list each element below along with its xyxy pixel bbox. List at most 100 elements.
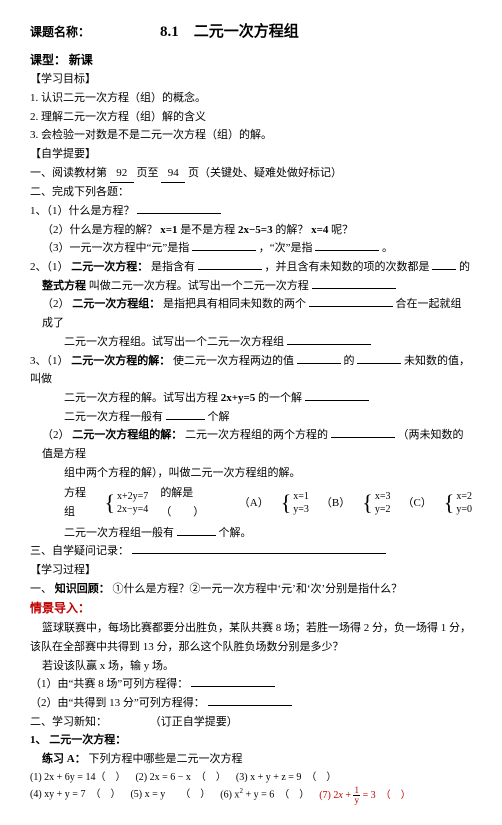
q1-2: （2）什么是方程的解？ x=1 是不是方程 2x−5=3 的解？ x=4 呢？ [30,221,472,240]
q3-1: 3、（1） 二元一次方程的解： 使二元一次方程两边的值 的 未知数的值，叫做 [30,352,472,389]
q1-3: （3）一元一次方程中“元”是指 ，“次”是指 。 [30,239,472,258]
ex-6: (6) x2 + y = 6 （ ） [220,786,309,805]
q2a-c: ，并且含有未知数的项的次数都是 [265,261,430,273]
p1: 篮球联赛中，每场比赛都要分出胜负，某队共赛 8 场；若胜一场得 2 分，负一场得… [30,619,472,638]
self-line-2: 二、完成下列各题： [30,183,472,202]
q3a-c: 的 [344,355,355,367]
q3a-b: 使二元一次方程两边的值 [173,355,294,367]
b1-a: 1、 [30,734,47,746]
blank-6 [312,288,396,289]
a-top: x=1 [293,490,309,503]
page-from: 92 [110,164,134,184]
q1-1: 1、（1）什么是方程？ [30,202,472,221]
q3a-g: 二元一次方程一般有 [64,411,163,423]
blank-10 [357,363,401,364]
main-title: 8.1 二元一次方程组 [160,20,299,46]
q2a-b: 是指含有 [151,261,195,273]
blank-9 [297,363,341,364]
ex-4: (4) xy + y = 7 （ ） [30,786,120,805]
q2a-e: 叫做二元一次方程。试写出一个二元一次方程 [89,280,309,292]
ex6-a: (6) x [220,789,239,800]
sx: 二、学习新知： （订正自学提要） [30,713,472,732]
eq-2xy5: 2x+y=5 [221,392,256,404]
exA-label: 练习 A： [42,753,86,765]
l3-text: 三、自学疑问记录： [30,545,129,557]
sx-b: （订正自学提要） [150,716,238,728]
q3a-a: 3、（1） [30,355,69,367]
blank-11 [305,400,369,401]
blank-13 [331,437,395,438]
q3-2: （2） 二元一次方程组的解： 二元一次方程组的两个方程的 （两未知数的值是方程 [30,426,472,463]
blank-2 [192,250,256,251]
page-to: 94 [161,164,185,184]
read-a: 一、阅读教材第 [30,167,107,179]
ex-2: (2) 2x = 6 − x （ ） [135,769,225,786]
q3b-bold: 二元一次方程组的解： [72,429,182,441]
q2-1b: 整式方程 叫做二元一次方程。试写出一个二元一次方程 [30,277,472,296]
blank-7 [309,306,393,307]
b1-b: 二元一次方程： [49,734,126,746]
q1c-c: 。 [382,242,393,254]
p3: 若设该队赢 x 场，输 y 场。 [30,657,472,676]
ex-5: (5) x = y （ ） [130,786,210,805]
blank-15 [191,686,275,687]
q3b-a: （2） [42,429,70,441]
q2a-bold: 二元一次方程： [71,261,148,273]
b-top: x=3 [375,490,391,503]
sys-top: x+2y=7 [117,490,148,503]
r1-b: ①什么是方程？②一元一次方程中‘元’和‘次’分别是指什么？ [113,583,403,595]
opt-mid: 的解是（ ） [160,484,226,521]
blank-4 [198,269,262,270]
exA: 练习 A： 下列方程中哪些是二元一次方程 [30,750,472,769]
b1: 1、 二元一次方程： [30,731,472,750]
system-main: { x+2y=7 2x−y=4 [104,490,148,516]
q2a-bold2: 整式方程 [42,280,86,292]
q3-1c: 二元一次方程一般有 个解 [30,408,472,427]
p4: （1）由“共赛 8 场”可列方程得： [30,675,472,694]
read-c: 页（关键处、疑难处做好标记） [188,167,342,179]
q2-1: 2、（1） 二元一次方程： 是指含有 ，并且含有未知数的项的次数都是 的 [30,258,472,277]
q2b-a: （2） [42,298,70,310]
proc-head: 【学习过程】 [30,561,472,580]
ex7-a: (7) [319,789,333,800]
ex-1: (1) 2x + 6y = 14（ ） [30,769,125,786]
q2a-d: 的 [459,261,470,273]
goal-3: 3. 会检验一对数是不是二元一次方程（组）的解。 [30,126,472,145]
q2b-b: 是指把具有相同未知数的两个 [163,298,306,310]
blank-5 [432,269,456,270]
self-line-1: 一、阅读教材第 92 页至 94 页（关键处、疑难处做好标记） [30,164,472,184]
ktype-label: 课型： [30,53,66,67]
q3a-f: 的一个解 [258,392,302,404]
ex7-c: = 3 （ ） [360,789,411,800]
blank-1 [137,213,221,214]
brace-a-icon: { [281,492,292,514]
blank-8 [287,344,371,345]
q2-2: （2） 二元一次方程组： 是指把具有相同未知数的两个 合在一起就组成了 [30,295,472,332]
q3c-a: 二元一次方程组一般有 [64,527,174,539]
opt-a-label: （A） [239,494,269,513]
q1b-b: 是不是方程 [180,224,235,236]
goals-head: 【学习目标】 [30,70,472,89]
q1b-c: 的解？ [275,224,308,236]
q1-text: 1、（1）什么是方程？ [30,205,135,217]
exA-text: 下列方程中哪些是二元一次方程 [88,753,242,765]
c-top: x=2 [456,490,472,503]
b-bot: y=2 [375,503,391,516]
blank-3 [315,250,379,251]
p2: 该队在全部赛中共得到 13 分，那么这个队胜负场数分别是多少？ [30,638,472,657]
q3-2b: 组中两个方程的解），叫做二元一次方程组的解。 [30,464,472,483]
blank-16 [208,705,292,706]
q1c-a: （3）一元一次方程中“元”是指 [42,242,189,254]
q3c-b: 个解。 [219,527,252,539]
read-b: 页至 [137,167,159,179]
options-row: 方程组 { x+2y=7 2x−y=4 的解是（ ） （A） { x=1 y=3… [30,484,472,521]
proc-r1: 一、 知识回顾： ①什么是方程？②一元一次方程中‘元’和‘次’分别是指什么？ [30,580,472,599]
q2b-d: 二元一次方程组。试写出一个二元一次方程组 [64,336,284,348]
p5-text: （2）由“共得到 13 分”可列方程得： [30,697,205,709]
r1-a: 一、 [30,583,52,595]
blank-14 [177,535,216,536]
exercise-row-1: (1) 2x + 6y = 14（ ） (2) 2x = 6 − x （ ） (… [30,769,472,786]
ex6-b: + y = 6 （ ） [243,789,309,800]
opt-lead: 方程组 [64,484,92,521]
brace-c-icon: { [444,492,455,514]
